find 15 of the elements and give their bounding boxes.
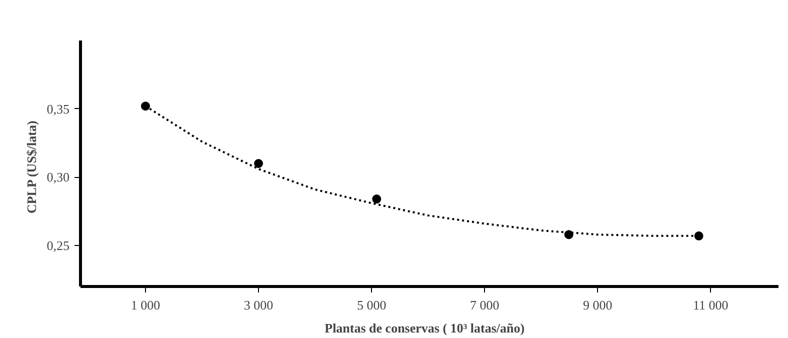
point bbox=[254, 159, 264, 168]
y-tick-label: 0,30 bbox=[46, 170, 70, 185]
x-tick-label: 11 000 bbox=[693, 298, 728, 312]
x-tick-label: 7 000 bbox=[470, 298, 500, 312]
x-tick-label: 1 000 bbox=[130, 298, 160, 312]
point bbox=[140, 102, 150, 111]
x-tick-label: 9 000 bbox=[583, 298, 612, 312]
x-axis-title: Plantas de conservas ( 10³ latas/año) bbox=[324, 320, 525, 336]
x-tick-label: 5 000 bbox=[356, 298, 386, 312]
y-tick-label: 0,25 bbox=[46, 238, 70, 253]
x-tick-label: 3 000 bbox=[244, 298, 274, 312]
point bbox=[372, 194, 382, 204]
point bbox=[694, 231, 704, 240]
y-axis-title: CPLP (US$/lata) bbox=[24, 120, 39, 214]
y-tick-label: 0,35 bbox=[46, 101, 70, 116]
